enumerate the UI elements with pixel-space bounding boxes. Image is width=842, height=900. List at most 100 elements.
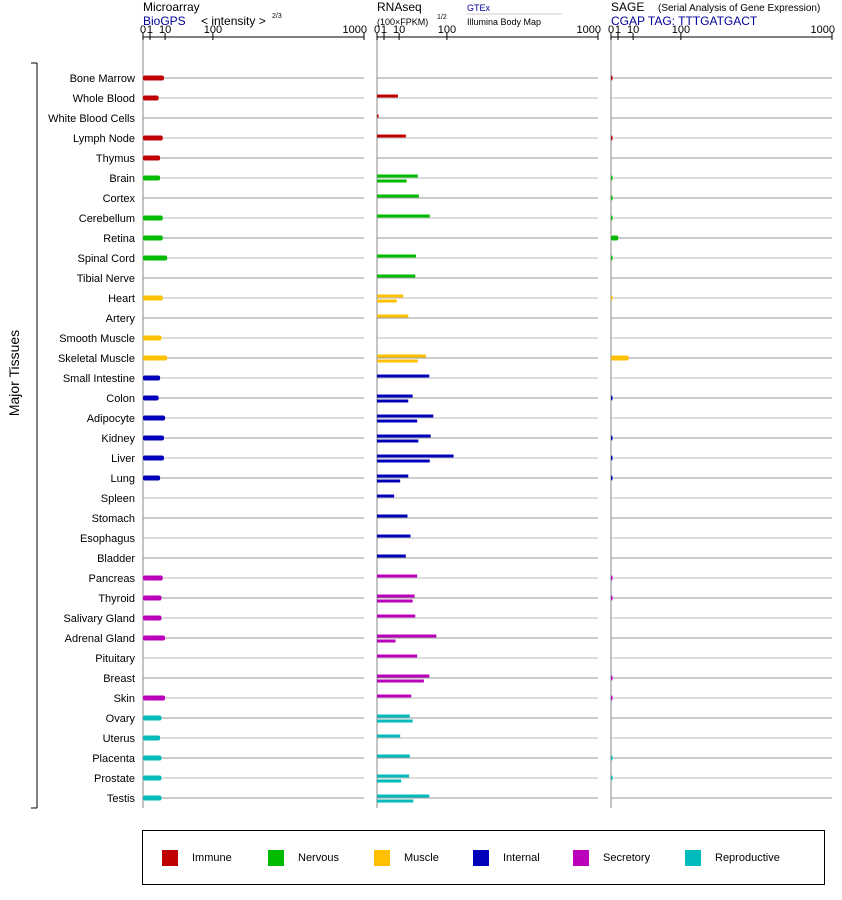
tissue-label-pituitary: Pituitary (95, 653, 135, 665)
sage-title: SAGE (611, 0, 644, 14)
bar-sage-19 (611, 455, 613, 461)
bar-biogps-1 (143, 95, 159, 101)
tissue-label-adrenal-gland: Adrenal Gland (65, 633, 135, 645)
gtex-source-label: GTEx (467, 3, 491, 13)
bar-gtex-27 (377, 614, 416, 618)
bar-sage-25 (611, 575, 613, 581)
tissue-labels: Bone Marrow Whole Blood White Blood Cells L… (48, 73, 136, 805)
tissue-label-bladder: Bladder (97, 553, 135, 565)
rnaseq-title: RNAseq (377, 0, 422, 14)
bar-illumina-body-map-35 (377, 779, 402, 783)
bar-biogps-32 (143, 715, 162, 721)
bar-sage-16 (611, 395, 613, 401)
bar-illumina-body-map-26 (377, 599, 413, 603)
legend-swatch-nervous (268, 850, 284, 866)
bar-gtex-21 (377, 494, 395, 498)
tissue-label-uterus: Uterus (103, 733, 136, 745)
legend-label-internal: Internal (503, 852, 540, 864)
bar-gtex-36 (377, 794, 430, 798)
bar-biogps-15 (143, 375, 161, 381)
bar-biogps-3 (143, 135, 163, 141)
bar-gtex-15 (377, 374, 430, 378)
tissue-label-pancreas: Pancreas (89, 573, 136, 585)
bar-biogps-16 (143, 395, 159, 401)
bar-gtex-9 (377, 254, 416, 258)
bar-gtex-20 (377, 474, 409, 478)
rnaseq-x-tick-label: 1 (381, 24, 387, 36)
bar-gtex-34 (377, 754, 410, 758)
bar-illumina-body-map-30 (377, 679, 424, 683)
bar-biogps-9 (143, 255, 168, 261)
bar-gtex-11 (377, 294, 404, 298)
bar-gtex-10 (377, 274, 416, 278)
bar-gtex-30 (377, 674, 430, 678)
legend-label-secretory: Secretory (603, 852, 651, 864)
tissue-label-bone-marrow: Bone Marrow (70, 73, 135, 85)
microarray-title: Microarray (143, 0, 200, 14)
tissue-label-retina: Retina (103, 233, 136, 245)
bar-biogps-17 (143, 415, 166, 421)
gridlines (143, 77, 832, 799)
tissue-label-heart: Heart (108, 293, 135, 305)
microarray-x-tick-label: 100 (204, 24, 222, 36)
bar-illumina-body-map-19 (377, 459, 430, 463)
tissue-label-kidney: Kidney (101, 433, 135, 445)
bar-sage-18 (611, 435, 613, 441)
bar-sage-9 (611, 255, 613, 261)
microarray-x-tick-label: 0 (140, 24, 146, 36)
bar-sage-20 (611, 475, 613, 481)
microarray-source: BioGPS (143, 14, 186, 28)
tissue-label-skeletal-muscle: Skeletal Muscle (58, 353, 135, 365)
tissue-label-stomach: Stomach (92, 513, 135, 525)
bar-gtex-32 (377, 714, 410, 718)
bar-sage-0 (611, 75, 613, 81)
bar-illumina-body-map-32 (377, 719, 413, 723)
bar-biogps-34 (143, 755, 162, 761)
legend-item-nervous: Nervous (268, 850, 339, 866)
tissue-label-breast: Breast (103, 673, 135, 685)
bar-gtex-17 (377, 414, 434, 418)
sage-x-tick-label: 1 (615, 24, 621, 36)
bar-gtex-29 (377, 654, 418, 658)
bar-biogps-13 (143, 335, 162, 341)
bar-biogps-31 (143, 695, 166, 701)
tissue-label-cortex: Cortex (103, 193, 136, 205)
bar-illumina-body-map-11 (377, 299, 397, 303)
legend-swatch-secretory (573, 850, 589, 866)
legend-swatch-muscle (374, 850, 390, 866)
bar-biogps-27 (143, 615, 162, 621)
bar-biogps-4 (143, 155, 161, 161)
bar-sage-34 (611, 755, 613, 761)
bar-gtex-7 (377, 214, 430, 218)
microarray-x-tick-label: 10 (159, 24, 171, 36)
bar-gtex-22 (377, 514, 408, 518)
tissue-label-salivary-gland: Salivary Gland (63, 613, 135, 625)
sage-subtitle: (Serial Analysis of Gene Expression) (658, 3, 820, 14)
bar-illumina-body-map-17 (377, 419, 418, 423)
tissue-label-lung: Lung (111, 473, 135, 485)
bar-gtex-35 (377, 774, 410, 778)
bar-illumina-body-map-18 (377, 439, 419, 443)
tissue-label-small-intestine: Small Intestine (63, 373, 135, 385)
bar-biogps-8 (143, 235, 163, 241)
tissue-label-tibial-nerve: Tibial Nerve (77, 273, 135, 285)
bar-sage-35 (611, 775, 613, 781)
bar-biogps-20 (143, 475, 161, 481)
tissue-label-lymph-node: Lymph Node (73, 133, 135, 145)
bar-biogps-7 (143, 215, 163, 221)
bar-illumina-body-map-14 (377, 359, 418, 363)
bar-sage-5 (611, 175, 613, 181)
bar-sage-8 (611, 235, 619, 241)
bar-biogps-18 (143, 435, 164, 441)
sage-tag: CGAP TAG: TTTGATGACT (611, 14, 758, 28)
tissue-label-testis: Testis (107, 793, 136, 805)
tissue-label-thymus: Thymus (96, 153, 136, 165)
illumina-source-label: Illumina Body Map (467, 17, 541, 27)
bar-biogps-25 (143, 575, 163, 581)
bar-gtex-23 (377, 534, 411, 538)
rnaseq-x-tick-label: 0 (374, 24, 380, 36)
tissue-label-liver: Liver (111, 453, 135, 465)
bar-gtex-19 (377, 454, 454, 458)
bar-marks (143, 75, 629, 803)
bar-sage-6 (611, 195, 613, 201)
